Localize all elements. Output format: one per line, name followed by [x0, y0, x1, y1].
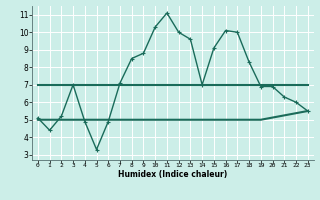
X-axis label: Humidex (Indice chaleur): Humidex (Indice chaleur) — [118, 170, 228, 179]
